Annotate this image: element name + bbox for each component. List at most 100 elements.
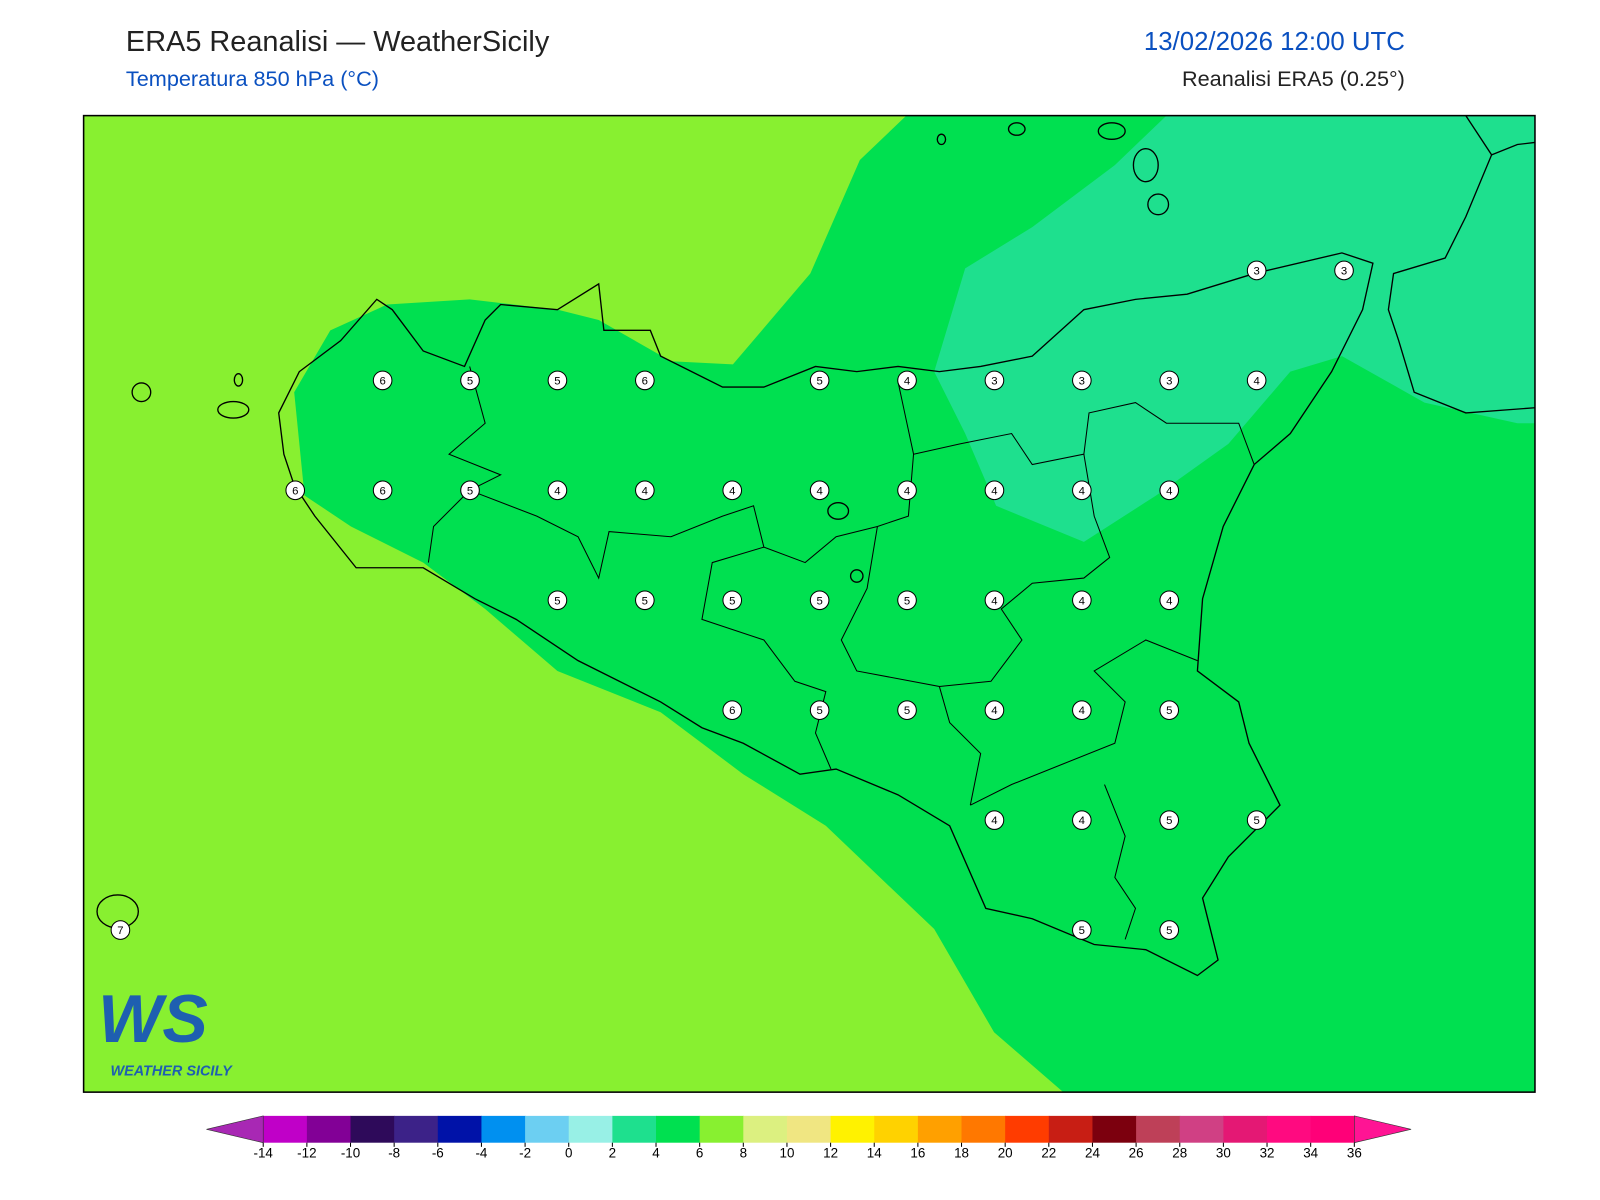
station-value: 5 — [1079, 925, 1085, 937]
colorbar-segment — [699, 1115, 744, 1143]
station-value: 4 — [991, 595, 997, 607]
station-marker — [809, 370, 830, 391]
station-value: 5 — [1166, 815, 1172, 827]
station-value: 7 — [117, 925, 123, 937]
colorbar-tick-label: 4 — [652, 1146, 660, 1161]
province-border — [1104, 784, 1137, 940]
station-value: 6 — [729, 705, 735, 717]
station-value: 5 — [554, 375, 560, 387]
station-marker — [984, 810, 1005, 830]
station-marker — [1159, 590, 1180, 611]
station-marker — [722, 590, 743, 611]
station-value: 5 — [554, 595, 560, 607]
station-marker — [809, 700, 830, 720]
station-value: 4 — [642, 485, 648, 497]
calabria-coast — [1491, 141, 1535, 156]
station-value: 5 — [816, 595, 822, 607]
colorbar-segment — [743, 1115, 788, 1143]
station-value: 6 — [379, 485, 385, 497]
colorbar-segment — [263, 1115, 308, 1143]
station-marker — [897, 480, 917, 501]
station-value: 4 — [1079, 815, 1085, 827]
colorbar-segment — [481, 1115, 526, 1143]
station-value: 4 — [904, 485, 910, 497]
station-marker — [1072, 370, 1092, 391]
colorbar-tick-label: 34 — [1303, 1146, 1318, 1161]
source: Reanalisi ERA5 (0.25°) — [1182, 66, 1405, 91]
colorbar-segment — [874, 1115, 919, 1143]
station-marker — [372, 480, 393, 501]
colorbar-tick-label: 26 — [1129, 1146, 1144, 1161]
station-value: 5 — [1166, 705, 1172, 717]
province-border — [913, 402, 1255, 466]
colorbar-segment — [1179, 1115, 1224, 1143]
colorbar-segment — [1092, 1115, 1137, 1143]
station-value: 4 — [1166, 595, 1172, 607]
station-marker — [984, 370, 1005, 391]
station-marker — [984, 480, 1005, 501]
province-border — [970, 639, 1198, 806]
colorbar-tick-label: -2 — [519, 1146, 531, 1161]
island — [131, 382, 152, 403]
colorbar-tick-label: 12 — [823, 1146, 838, 1161]
colorbar-segment — [1267, 1115, 1312, 1143]
station-value: 5 — [1253, 815, 1259, 827]
colorbar-segment — [1048, 1115, 1093, 1143]
station-value: 4 — [554, 485, 560, 497]
station-marker — [635, 370, 655, 391]
station-value: 5 — [467, 375, 473, 387]
station-value: 4 — [1079, 595, 1085, 607]
station-marker — [110, 920, 131, 940]
station-value: 3 — [1079, 375, 1085, 387]
colorbar-segment — [830, 1115, 875, 1143]
station-value: 4 — [1253, 375, 1259, 387]
colorbar-tick-label: 2 — [609, 1146, 616, 1161]
colorbar-tick-label: -6 — [432, 1146, 444, 1161]
station-marker — [897, 700, 917, 720]
title: ERA5 Reanalisi — WeatherSicily — [126, 26, 550, 58]
station-value: 4 — [904, 375, 910, 387]
station-value: 5 — [904, 595, 910, 607]
station-value: 4 — [991, 705, 997, 717]
station-value: 3 — [1166, 375, 1172, 387]
island — [1007, 122, 1026, 136]
station-marker — [1159, 480, 1180, 501]
station-value: 4 — [1079, 485, 1085, 497]
colorbar-tick-label: -12 — [297, 1146, 316, 1161]
colorbar-segment — [917, 1115, 963, 1143]
station-marker — [285, 480, 306, 501]
station-value: 6 — [292, 485, 298, 497]
station-marker — [1334, 260, 1354, 281]
station-marker — [460, 480, 480, 501]
island — [217, 400, 250, 419]
station-value: 3 — [991, 375, 997, 387]
station-marker — [1072, 920, 1092, 940]
sicily-coast — [278, 252, 1374, 977]
colorbar-tick-label: 8 — [740, 1146, 747, 1161]
colorbar-tick-label: 32 — [1260, 1146, 1275, 1161]
island — [233, 373, 244, 387]
station-value: 3 — [1253, 265, 1259, 277]
colorbar-tick-label: -10 — [341, 1146, 360, 1161]
station-marker — [372, 370, 393, 391]
station-marker — [897, 590, 917, 611]
island — [1147, 193, 1170, 216]
colorbar-segment — [1310, 1115, 1355, 1143]
station-value: 5 — [816, 705, 822, 717]
province-border — [469, 381, 915, 580]
station-marker — [1072, 810, 1092, 830]
colorbar-tick-label: 22 — [1041, 1146, 1056, 1161]
colorbar-segment — [961, 1115, 1006, 1143]
colorbar-tick-label: 20 — [998, 1146, 1013, 1161]
station-values: 3 3 6 5 5 6 5 4 3 3 3 4 6 6 5 4 4 4 4 4 4 4 4 5 5 5 5 5 4 4 4 6 5 5 4 4 5 4 4 5… — [110, 260, 1354, 940]
map: 3 3 6 5 5 6 5 4 3 3 3 4 6 6 5 4 4 4 4 4 4 4 4 5 5 5 5 5 4 4 4 6 5 5 4 4 5 4 4 5… — [83, 115, 1535, 1093]
colorbar-tick-label: -4 — [475, 1146, 487, 1161]
station-marker — [1159, 920, 1180, 940]
colorbar-tick-label: 30 — [1216, 1146, 1231, 1161]
field-2-4 — [934, 115, 1535, 542]
island — [1132, 147, 1159, 183]
station-value: 5 — [904, 705, 910, 717]
station-value: 4 — [729, 485, 735, 497]
station-marker — [897, 370, 917, 391]
